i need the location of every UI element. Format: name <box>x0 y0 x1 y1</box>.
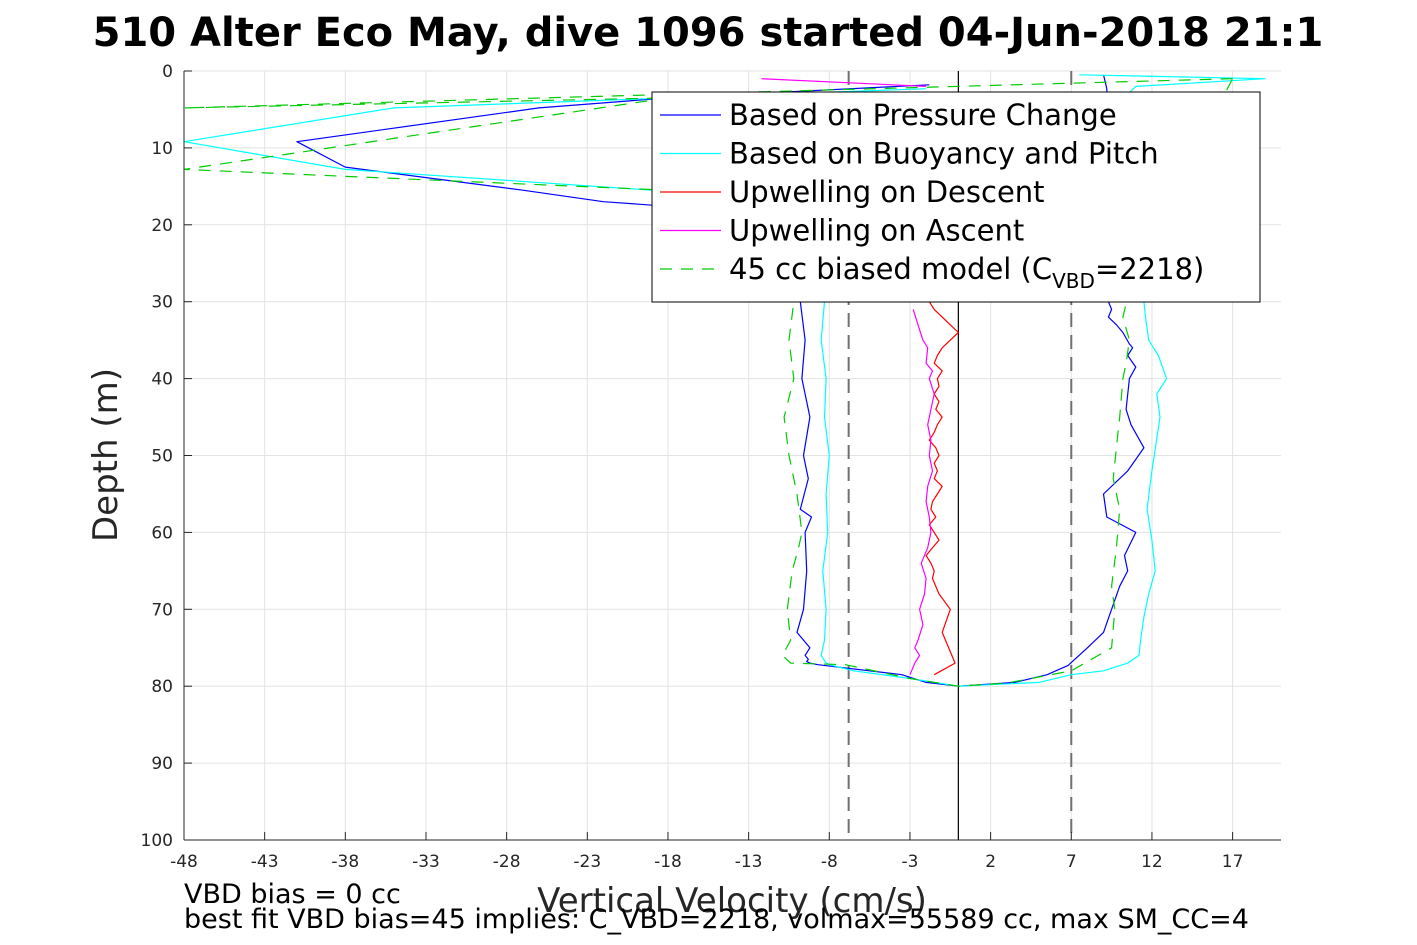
y-tick-label: 40 <box>151 370 173 390</box>
x-tick-label: 7 <box>1066 852 1077 872</box>
series-group <box>184 71 1266 840</box>
y-tick-label: 80 <box>151 677 173 697</box>
y-tick-label: 50 <box>151 447 173 467</box>
legend-entry-label: 45 cc biased model (CVBD=2218) <box>729 252 1204 293</box>
x-tick-label: -43 <box>251 852 279 872</box>
y-tick-label: 20 <box>151 216 173 236</box>
x-tick-label: 17 <box>1222 852 1244 872</box>
y-axis-label: Depth (m) <box>86 368 126 542</box>
x-tick-label: -23 <box>573 852 601 872</box>
legend-entry-text: Based on Buoyancy and Pitch <box>729 137 1159 171</box>
y-tick-label: 30 <box>151 293 173 313</box>
y-tick-label: 10 <box>151 139 173 159</box>
series-line <box>909 309 935 675</box>
legend-entry-subscript: VBD <box>1052 269 1095 293</box>
series-line <box>925 301 960 676</box>
legend-entry-label: Based on Buoyancy and Pitch <box>729 137 1159 171</box>
series-line <box>296 84 959 687</box>
x-tick-label: -28 <box>493 852 521 872</box>
x-tick-label: 12 <box>1141 852 1163 872</box>
x-tick-label: -8 <box>821 852 838 872</box>
series-line <box>184 78 1234 687</box>
x-tick-label: -38 <box>331 852 359 872</box>
series-line <box>958 74 1145 687</box>
x-axis-label: Vertical Velocity (cm/s) <box>537 881 927 921</box>
legend-entry-text: Upwelling on Ascent <box>729 214 1024 248</box>
axes: -48 -43 -38 -33 -28 -23 -18 -13 -8 -3 2 7 12 17 0 10 20 3… <box>141 62 1281 872</box>
y-tick-label: 90 <box>151 754 173 774</box>
x-tick-label: -48 <box>170 852 198 872</box>
x-tick-label: -3 <box>901 852 918 872</box>
x-tick-label: -33 <box>412 852 440 872</box>
footer-line-2: best fit VBD bias=45 implies: C_VBD=2218… <box>184 904 1249 935</box>
legend-entry-label: Upwelling on Ascent <box>729 214 1024 248</box>
x-tick-label: -18 <box>654 852 682 872</box>
y-tick-label: 100 <box>141 831 173 851</box>
footer-line-1: VBD bias = 0 cc <box>184 879 401 910</box>
y-tick-label: 0 <box>162 62 173 82</box>
x-tick-label: 2 <box>985 852 996 872</box>
legend-entry-suffix: =2218) <box>1095 252 1204 286</box>
chart-title: 510 Alter Eco May, dive 1096 started 04-… <box>93 10 1324 56</box>
legend: Based on Pressure Change Based on Buoyanc… <box>651 91 1261 303</box>
legend-box <box>651 91 1261 303</box>
y-tick-label: 60 <box>151 523 173 543</box>
x-tick-label: -13 <box>735 852 763 872</box>
legend-entry-label: Upwelling on Descent <box>729 175 1045 209</box>
legend-entry-label: Based on Pressure Change <box>729 98 1117 132</box>
series-line <box>761 78 927 87</box>
y-tick-label: 70 <box>151 600 173 620</box>
plot-area <box>184 71 1266 840</box>
legend-entry-text: Upwelling on Descent <box>729 175 1045 209</box>
legend-entry-text: 45 cc biased model (C <box>729 252 1052 286</box>
legend-entry-text: Based on Pressure Change <box>729 98 1117 132</box>
